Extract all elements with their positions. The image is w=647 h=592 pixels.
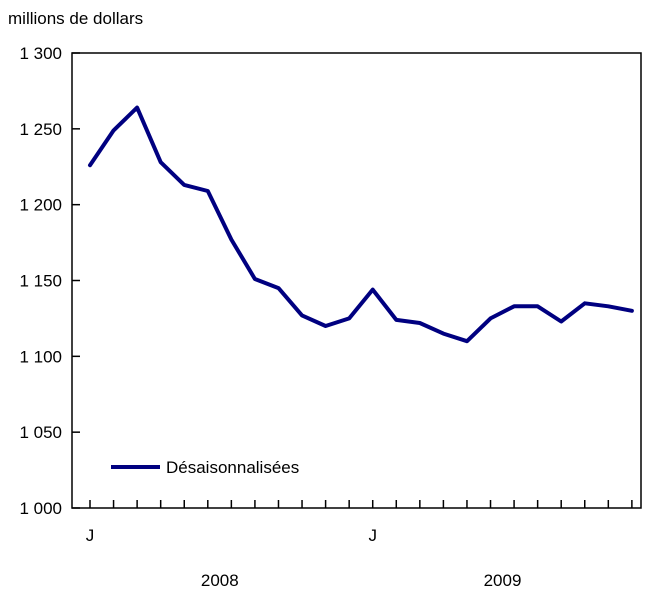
year-label: 2008 xyxy=(201,571,239,590)
y-axis-label: millions de dollars xyxy=(8,9,143,28)
x-tick-labels: JJJM200820092010 xyxy=(86,526,522,590)
legend: Désaisonnalisées xyxy=(111,458,299,477)
y-tick-labels: 1 000 1 050 1 100 1 150 1 200 1 250 1 300 xyxy=(19,44,62,518)
series-line xyxy=(88,105,634,344)
legend-label: Désaisonnalisées xyxy=(166,458,299,477)
y-tick-label: 1 300 xyxy=(19,44,62,63)
y-tick-label: 1 150 xyxy=(19,272,62,291)
x-tick-label: J xyxy=(368,526,377,545)
axis-ticks xyxy=(72,52,633,509)
y-tick-label: 1 050 xyxy=(19,423,62,442)
x-tick-label: J xyxy=(86,526,95,545)
y-tick-label: 1 000 xyxy=(19,499,62,518)
plot-frame xyxy=(71,52,642,509)
y-tick-label: 1 100 xyxy=(19,347,62,366)
y-tick-label: 1 250 xyxy=(19,120,62,139)
year-label: 2009 xyxy=(484,571,522,590)
series-layer xyxy=(88,105,634,344)
y-tick-label: 1 200 xyxy=(19,196,62,215)
